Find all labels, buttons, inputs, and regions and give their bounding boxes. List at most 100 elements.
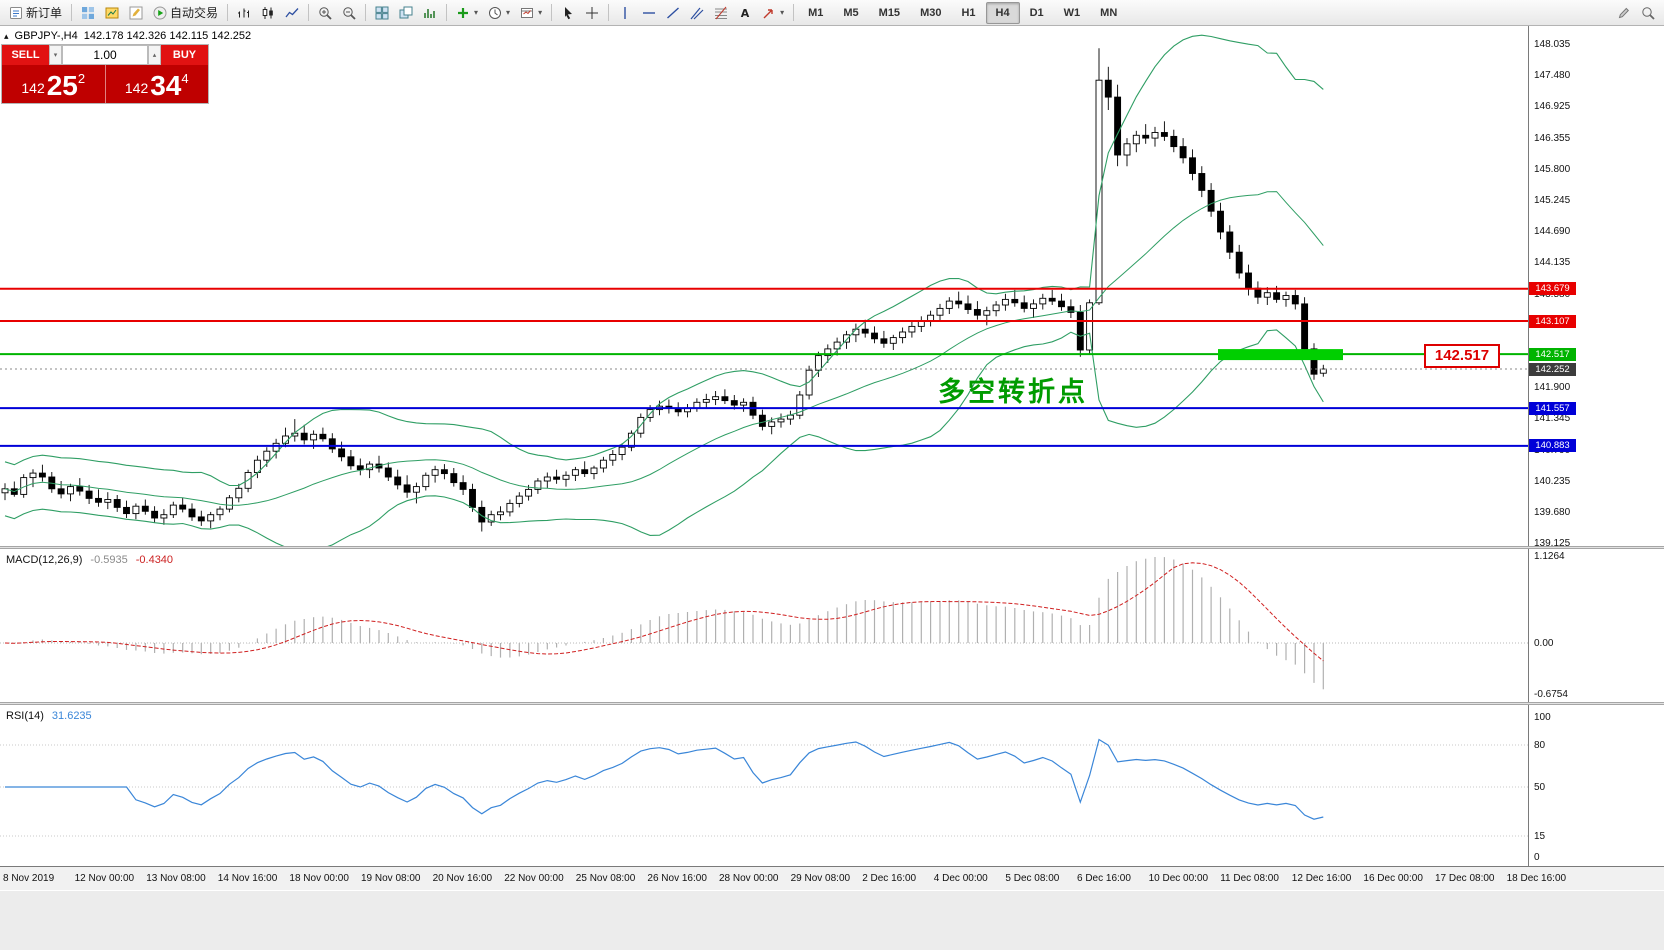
buy-price[interactable]: 142 34 4 bbox=[104, 65, 209, 103]
macd-plot[interactable] bbox=[0, 549, 1528, 702]
sell-button[interactable]: SELL bbox=[2, 45, 49, 65]
time-label: 17 Dec 08:00 bbox=[1435, 873, 1495, 884]
time-label: 28 Nov 00:00 bbox=[719, 873, 779, 884]
candlestick-chart-icon bbox=[261, 6, 275, 20]
add-indicator-button[interactable]: ▾ bbox=[451, 2, 483, 24]
bollinger-bands bbox=[4, 34, 1324, 546]
tile-windows-icon bbox=[375, 6, 389, 20]
time-label: 12 Nov 00:00 bbox=[74, 873, 135, 884]
tf-mn-label: MN bbox=[1100, 6, 1118, 19]
tf-m30-button[interactable]: M30 bbox=[910, 2, 951, 24]
volume-input[interactable] bbox=[62, 45, 148, 65]
volume-decrease-button[interactable]: ▾ bbox=[49, 45, 62, 65]
panel-splitter[interactable] bbox=[0, 546, 1664, 549]
current-price-box: 142.252 bbox=[1529, 362, 1576, 376]
tf-m5-button[interactable]: M5 bbox=[833, 2, 868, 24]
macd-value: -0.5935 bbox=[90, 554, 128, 566]
macd-scale-label: 0.00 bbox=[1534, 638, 1554, 649]
toolbar-separator bbox=[71, 4, 73, 21]
rsi-line bbox=[5, 738, 1324, 820]
time-label: 25 Nov 08:00 bbox=[575, 873, 636, 884]
vertical-line-icon bbox=[618, 6, 632, 20]
zoom-in-button[interactable] bbox=[313, 2, 337, 24]
level-price-box: 141.557 bbox=[1529, 401, 1576, 415]
tf-d1-button[interactable]: D1 bbox=[1020, 2, 1054, 24]
horizontal-line-button[interactable] bbox=[637, 2, 661, 24]
search-button[interactable] bbox=[1636, 2, 1660, 24]
new-order-button[interactable]: 新订单 bbox=[4, 2, 67, 24]
charts-grid-button[interactable] bbox=[76, 2, 100, 24]
templates-button[interactable]: ▾ bbox=[515, 2, 547, 24]
zoom-out-button[interactable] bbox=[337, 2, 361, 24]
chart-annotation-text: 多空转折点 bbox=[938, 377, 1088, 407]
tf-m1-button[interactable]: M1 bbox=[798, 2, 833, 24]
crosshair-button[interactable] bbox=[580, 2, 604, 24]
tile-windows-button[interactable] bbox=[370, 2, 394, 24]
macd-label: MACD(12,26,9) bbox=[6, 554, 83, 566]
tf-m15-button[interactable]: M15 bbox=[869, 2, 910, 24]
rsi-label: RSI(14) bbox=[6, 710, 44, 722]
auto-trading-button[interactable]: 自动交易 bbox=[148, 2, 223, 24]
metaeditor-button[interactable] bbox=[124, 2, 148, 24]
price-scale-label: 146.925 bbox=[1534, 101, 1571, 113]
time-label: 19 Nov 08:00 bbox=[361, 873, 421, 884]
sell-price[interactable]: 142 25 2 bbox=[2, 65, 105, 103]
new-order-label: 新订单 bbox=[26, 6, 63, 20]
tf-h4-button[interactable]: H4 bbox=[985, 1, 1020, 24]
buy-button[interactable]: BUY bbox=[161, 45, 208, 65]
time-axis[interactable]: 8 Nov 2019 12 Nov 00:00 13 Nov 08:00 14 Nov… bbox=[0, 866, 1664, 890]
time-label: 26 Nov 16:00 bbox=[647, 873, 707, 884]
text-button[interactable]: A bbox=[733, 2, 757, 24]
line-chart-button[interactable] bbox=[280, 2, 304, 24]
trendline-button[interactable] bbox=[661, 2, 685, 24]
panel-splitter[interactable] bbox=[0, 702, 1664, 705]
indicators-icon bbox=[423, 6, 437, 20]
price-scale[interactable]: 148.035 147.480 146.925 146.355 145.800 145.2… bbox=[1528, 26, 1664, 549]
volume-increase-button[interactable]: ▴ bbox=[148, 45, 161, 65]
price-chart[interactable] bbox=[0, 26, 1528, 546]
tf-m1-label: M1 bbox=[808, 6, 824, 19]
macd-signal-line bbox=[4, 562, 1324, 662]
price-chart-panel[interactable]: 148.035 147.480 146.925 146.355 145.800 145.2… bbox=[0, 26, 1664, 549]
notes-button[interactable] bbox=[1612, 2, 1636, 24]
tf-h1-button[interactable]: H1 bbox=[951, 2, 985, 24]
highlight-rect[interactable] bbox=[1218, 349, 1343, 361]
price-level-label[interactable]: 142.517 bbox=[1424, 344, 1500, 368]
price-scale-label: 147.480 bbox=[1534, 70, 1571, 82]
time-label: 14 Nov 16:00 bbox=[217, 873, 278, 884]
rsi-plot[interactable] bbox=[0, 705, 1528, 866]
add-indicator-icon bbox=[456, 6, 470, 20]
tf-w1-button[interactable]: W1 bbox=[1054, 2, 1091, 24]
candlestick-chart-button[interactable] bbox=[256, 2, 280, 24]
price-scale-label: 140.235 bbox=[1534, 475, 1571, 487]
periods-button[interactable]: ▾ bbox=[483, 2, 515, 24]
fibonacci-button[interactable] bbox=[709, 2, 733, 24]
channel-button[interactable] bbox=[685, 2, 709, 24]
tf-w1-label: W1 bbox=[1063, 6, 1081, 19]
arrows-icon bbox=[762, 6, 776, 20]
toolbar-separator bbox=[551, 4, 553, 21]
toolbar-separator bbox=[227, 4, 229, 21]
channel-icon bbox=[690, 6, 704, 20]
text-icon: A bbox=[738, 6, 752, 20]
cascade-windows-button[interactable] bbox=[394, 2, 418, 24]
macd-panel[interactable]: 1.1264 0.00 -0.6754 MACD(12,26,9) -0.5935 … bbox=[0, 549, 1664, 702]
tf-mn-button[interactable]: MN bbox=[1090, 2, 1127, 24]
price-scale-label: 146.355 bbox=[1534, 132, 1571, 144]
indicators-button[interactable] bbox=[418, 2, 442, 24]
svg-text:A: A bbox=[741, 7, 750, 20]
profiles-button[interactable] bbox=[100, 2, 124, 24]
rsi-scale-label: 100 bbox=[1534, 712, 1551, 723]
rsi-level-lines bbox=[0, 744, 1528, 837]
one-click-toggle-icon[interactable]: ▴ bbox=[4, 30, 9, 41]
search-icon bbox=[1641, 6, 1655, 20]
vertical-line-button[interactable] bbox=[613, 2, 637, 24]
time-label: 5 Dec 08:00 bbox=[1005, 873, 1060, 884]
arrows-button[interactable]: ▾ bbox=[757, 2, 789, 24]
rsi-panel[interactable]: 100 80 50 15 0 RSI(14) 31.6235 bbox=[0, 705, 1664, 866]
bar-chart-button[interactable] bbox=[232, 2, 256, 24]
metaeditor-icon bbox=[129, 6, 143, 20]
tf-m5-label: M5 bbox=[843, 6, 859, 19]
cursor-button[interactable] bbox=[556, 2, 580, 24]
zoom-in-icon bbox=[318, 6, 332, 20]
